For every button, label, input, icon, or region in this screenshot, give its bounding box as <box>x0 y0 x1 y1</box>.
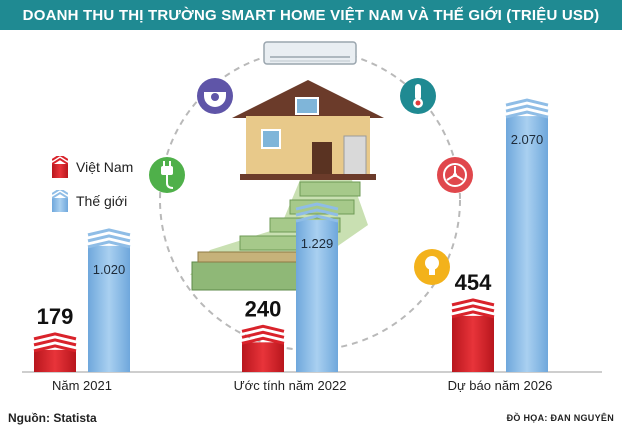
bar-cap-vietnam-0 <box>33 332 77 341</box>
chart-title: DOANH THU THỊ TRƯỜNG SMART HOME VIỆT NAM… <box>0 0 622 30</box>
bar-cap-world-0 <box>87 228 131 237</box>
bar-world-2 <box>506 116 548 372</box>
bar-world-0 <box>88 245 130 372</box>
legend-swatch-world <box>52 190 68 212</box>
bar-cap-world-2 <box>505 110 549 119</box>
bar-cap-world-0 <box>87 234 131 243</box>
x-tick-label-2: Dự báo năm 2026 <box>448 378 553 393</box>
house-icon <box>232 80 384 180</box>
x-tick-label-1: Ước tính năm 2022 <box>234 378 347 393</box>
bar-cap-world-2 <box>505 98 549 107</box>
bar-cap-world-1 <box>295 208 339 217</box>
data-label-vietnam-1: 240 <box>245 296 282 321</box>
bar-cap-vietnam-0 <box>33 338 77 347</box>
bar-vietnam-0 <box>34 349 76 372</box>
bar-world-1 <box>296 220 338 372</box>
thermometer-icon <box>400 78 436 114</box>
bar-cap-vietnam-2 <box>451 310 495 319</box>
bar-cap-world-0 <box>87 240 131 249</box>
data-label-vietnam-0: 179 <box>37 304 74 329</box>
x-tick-label-0: Năm 2021 <box>52 378 112 393</box>
bar-cap-vietnam-1 <box>241 336 285 345</box>
graphic-credit: ĐỒ HỌA: ĐAN NGUYÊN <box>506 413 614 423</box>
bar-vietnam-1 <box>242 342 284 372</box>
legend-label-vietnam: Việt Nam <box>76 159 134 175</box>
bar-cap-world-1 <box>295 214 339 223</box>
bar-vietnam-2 <box>452 315 494 372</box>
data-label-vietnam-2: 454 <box>455 270 492 295</box>
bar-cap-vietnam-2 <box>451 304 495 313</box>
legend-label-world: Thế giới <box>76 193 128 209</box>
legend: Việt Nam Thế giới <box>52 150 133 218</box>
legend-item-world: Thế giới <box>52 184 133 218</box>
data-label-world-0: 1.020 <box>93 262 126 277</box>
bar-cap-world-1 <box>295 202 339 211</box>
fan-icon <box>437 157 473 193</box>
chart-area: 179 1.020 Năm 2021 240 1.229 Ước tính năm 202… <box>22 41 602 393</box>
bar-cap-vietnam-1 <box>241 330 285 339</box>
plug-icon <box>149 157 185 193</box>
data-label-world-2: 2.070 <box>511 132 544 147</box>
legend-item-vietnam: Việt Nam <box>52 150 133 184</box>
light-bulb-icon <box>414 249 450 285</box>
money-stack-icon <box>190 180 368 291</box>
bar-cap-vietnam-0 <box>33 344 77 353</box>
air-conditioner-icon <box>263 41 357 65</box>
bar-cap-vietnam-1 <box>241 324 285 333</box>
cctv-camera-icon <box>197 78 233 114</box>
bar-cap-vietnam-2 <box>451 298 495 307</box>
data-label-world-1: 1.229 <box>301 236 334 251</box>
bar-cap-world-2 <box>505 104 549 113</box>
source-note: Nguồn: Statista <box>8 411 97 425</box>
legend-swatch-vietnam <box>52 156 68 178</box>
